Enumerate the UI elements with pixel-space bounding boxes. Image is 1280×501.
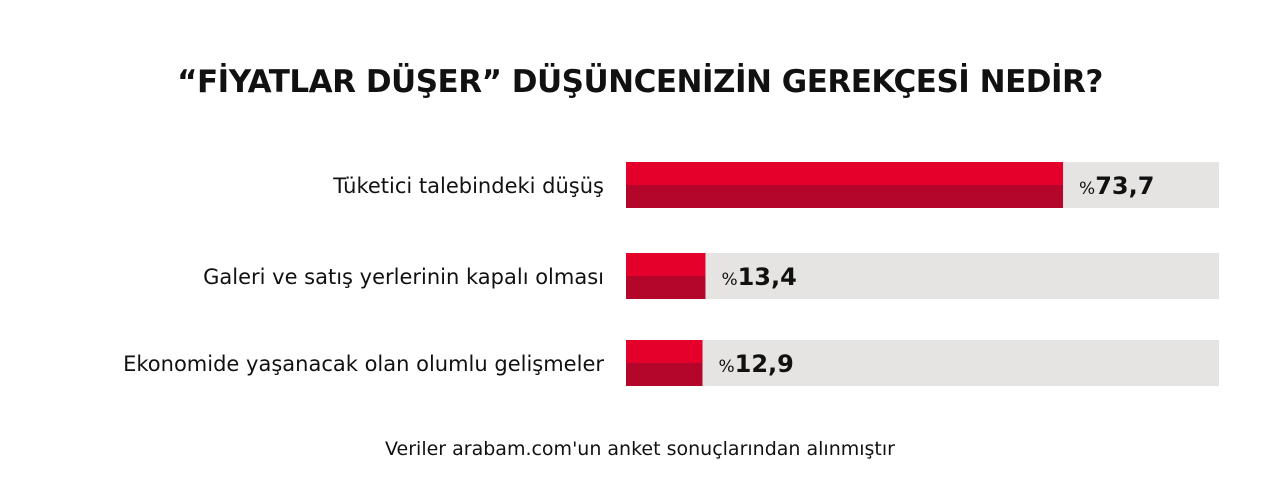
value-prefix: %: [718, 357, 734, 377]
value-number: 12,9: [735, 350, 794, 378]
bar-value-top: [626, 253, 706, 276]
bar-track: [626, 340, 1219, 386]
bar-value-bottom: [626, 276, 706, 299]
bar-value-top: [626, 162, 1064, 185]
value-label: %73,7: [1079, 172, 1154, 200]
source-footnote: Veriler arabam.com'un anket sonuçlarında…: [385, 438, 895, 460]
category-label: Galeri ve satış yerlerinin kapalı olması: [203, 265, 604, 289]
bar-value-bottom: [626, 185, 1064, 208]
value-number: 13,4: [738, 263, 797, 291]
value-prefix: %: [721, 270, 737, 290]
bar-value-top: [626, 340, 703, 363]
bar-track: [626, 253, 1219, 299]
value-label: %13,4: [721, 263, 796, 291]
value-prefix: %: [1079, 179, 1095, 199]
category-label: Ekonomide yaşanacak olan olumlu gelişmel…: [123, 352, 604, 376]
value-label: %12,9: [718, 350, 793, 378]
value-number: 73,7: [1095, 172, 1154, 200]
category-label: Tüketici talebindeki düşüş: [332, 174, 604, 198]
bar-value-bottom: [626, 363, 703, 386]
